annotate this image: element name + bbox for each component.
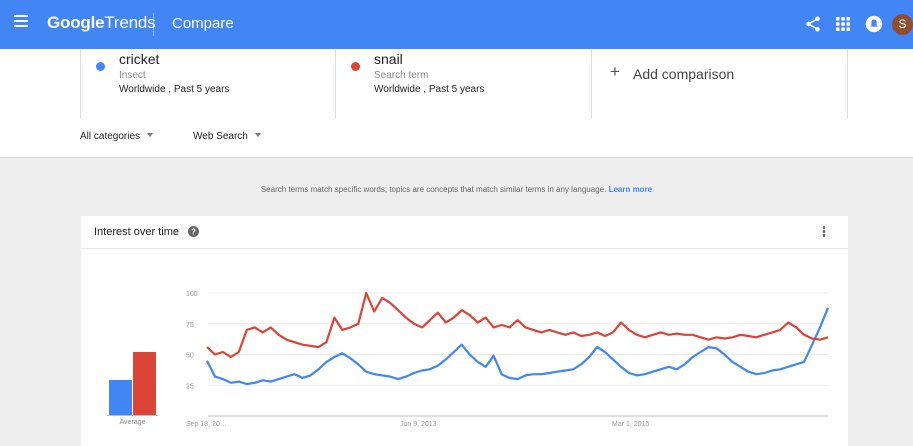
y-tick-label: 100	[186, 291, 198, 298]
x-tick-label: Jun 9, 2013	[400, 421, 437, 428]
chevron-down-icon	[147, 133, 154, 137]
filter-bar: All categories Web Search	[0, 118, 913, 158]
term-scope[interactable]: Worldwide , Past 5 years	[374, 84, 485, 95]
interest-over-time-card: Interest over time ?	[81, 216, 848, 446]
share-icon[interactable]	[804, 15, 822, 33]
learn-more-link[interactable]: Learn more	[608, 185, 653, 194]
header-divider	[153, 13, 154, 36]
term-card-cricket[interactable]: cricket Insect Worldwide , Past 5 years	[80, 49, 336, 118]
term-type: Search term	[374, 70, 429, 81]
x-tick-label: Mar 1, 2015	[612, 421, 649, 428]
card-header: Interest over time ?	[81, 216, 848, 249]
card-title: Interest over time	[94, 226, 179, 238]
average-baseline	[107, 415, 158, 416]
help-icon[interactable]: ?	[188, 226, 199, 237]
chevron-down-icon	[254, 133, 261, 137]
apps-icon[interactable]	[836, 17, 850, 31]
page-title: Compare	[172, 15, 234, 32]
series-color-dot	[351, 62, 360, 71]
avatar[interactable]: S	[892, 14, 913, 35]
term-name: snail	[374, 51, 403, 67]
series-line-snail	[206, 291, 829, 359]
add-comparison-button[interactable]: + Add comparison	[592, 49, 848, 118]
add-comparison-label: Add comparison	[633, 66, 735, 82]
app-header: GoogleTrends Compare S	[0, 0, 913, 49]
average-bar-cricket	[109, 380, 132, 416]
series-line-cricket	[206, 307, 830, 386]
search-terms-hint: Search terms match specific words; topic…	[260, 185, 653, 194]
series-color-dot	[96, 62, 105, 71]
menu-icon[interactable]	[14, 15, 28, 27]
svg-text:?: ?	[191, 227, 196, 236]
term-card-snail[interactable]: snail Search term Worldwide , Past 5 yea…	[336, 49, 592, 118]
term-scope[interactable]: Worldwide , Past 5 years	[119, 84, 230, 95]
term-type: Insect	[119, 70, 146, 81]
more-options-icon[interactable]	[822, 226, 826, 239]
y-tick-label: 50	[186, 353, 194, 360]
average-bar-chart	[107, 322, 158, 416]
y-tick-label: 75	[186, 322, 194, 329]
google-trends-logo[interactable]: GoogleTrends	[47, 13, 156, 32]
y-tick-label: 25	[186, 383, 194, 390]
average-bar-snail	[133, 352, 156, 416]
average-label: Average	[119, 419, 146, 426]
category-dropdown[interactable]: All categories	[80, 131, 154, 142]
search-type-dropdown[interactable]: Web Search	[193, 131, 261, 142]
notifications-icon[interactable]	[865, 15, 883, 33]
comparison-bar: cricket Insect Worldwide , Past 5 years …	[0, 49, 913, 118]
interest-line-chart: 25 50 75 100 Sep 18, 20… Jun 9, 2013 Mar 1, 20…	[186, 291, 830, 428]
x-tick-label: Sep 18, 20…	[186, 421, 227, 428]
term-name: cricket	[119, 51, 160, 67]
plus-icon: +	[610, 62, 620, 81]
